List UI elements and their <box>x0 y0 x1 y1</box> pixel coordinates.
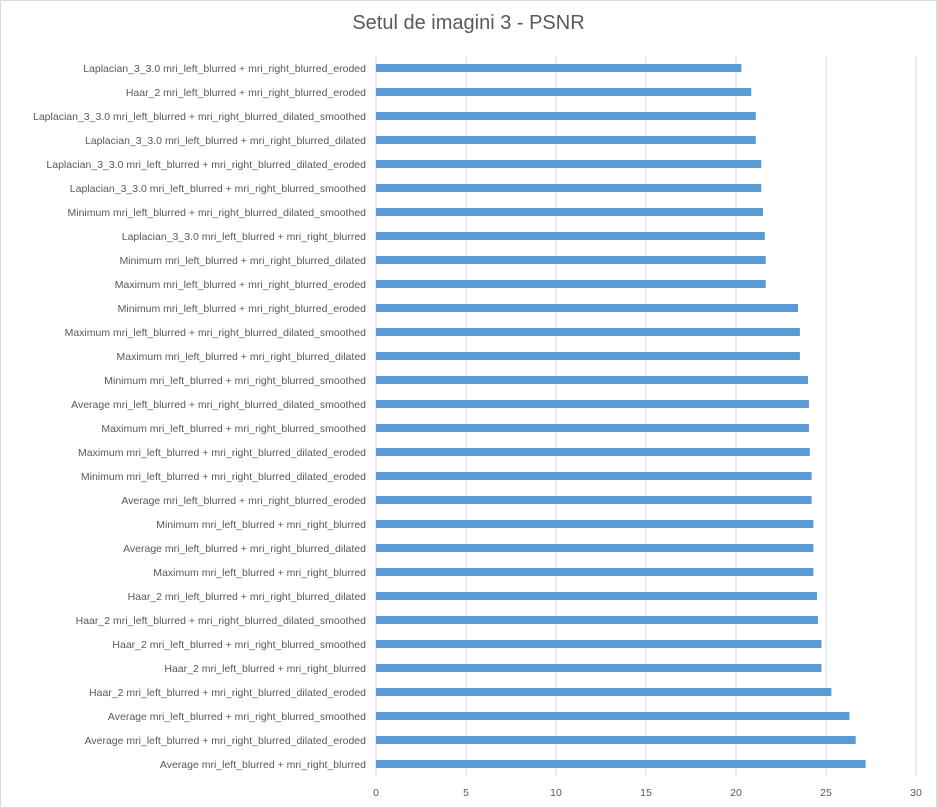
bar <box>376 256 766 264</box>
bar <box>376 208 763 216</box>
category-label: Average mri_left_blurred + mri_right_blu… <box>85 735 367 747</box>
category-label: Laplacian_3_3.0 mri_left_blurred + mri_r… <box>83 63 366 75</box>
bar <box>376 448 810 456</box>
x-tick-label: 30 <box>910 787 922 799</box>
category-label: Haar_2 mri_left_blurred + mri_right_blur… <box>76 615 367 627</box>
category-label: Laplacian_3_3.0 mri_left_blurred + mri_r… <box>70 183 366 195</box>
bar <box>376 616 818 624</box>
category-label: Maximum mri_left_blurred + mri_right_blu… <box>78 447 366 459</box>
category-label: Haar_2 mri_left_blurred + mri_right_blur… <box>89 687 366 699</box>
bar <box>376 640 822 648</box>
bar <box>376 376 808 384</box>
category-label: Haar_2 mri_left_blurred + mri_right_blur… <box>164 663 366 675</box>
bar <box>376 712 850 720</box>
category-label: Laplacian_3_3.0 mri_left_blurred + mri_r… <box>85 135 366 147</box>
category-label: Haar_2 mri_left_blurred + mri_right_blur… <box>112 639 366 651</box>
bar <box>376 112 756 120</box>
bars <box>376 64 866 768</box>
bar <box>376 592 817 600</box>
category-label: Minimum mri_left_blurred + mri_right_blu… <box>156 519 366 531</box>
category-label: Average mri_left_blurred + mri_right_blu… <box>71 399 366 411</box>
x-tick-label: 5 <box>463 787 469 799</box>
bar <box>376 496 812 504</box>
category-label: Haar_2 mri_left_blurred + mri_right_blur… <box>128 591 367 603</box>
gridlines <box>375 56 917 776</box>
category-label: Maximum mri_left_blurred + mri_right_blu… <box>65 327 367 339</box>
bar <box>376 88 752 96</box>
bar <box>376 688 832 696</box>
category-label: Average mri_left_blurred + mri_right_blu… <box>121 495 366 507</box>
bar <box>376 568 814 576</box>
bar <box>376 232 765 240</box>
bar <box>376 760 866 768</box>
category-label: Haar_2 mri_left_blurred + mri_right_blur… <box>126 87 366 99</box>
x-tick-label: 25 <box>820 787 832 799</box>
x-tick-label: 15 <box>640 787 652 799</box>
bar <box>376 736 856 744</box>
category-label: Maximum mri_left_blurred + mri_right_blu… <box>117 351 367 363</box>
category-label: Average mri_left_blurred + mri_right_blu… <box>108 711 366 723</box>
bar <box>376 352 800 360</box>
category-label: Minimum mri_left_blurred + mri_right_blu… <box>104 375 366 387</box>
x-tick-labels: 0 5 10 15 20 25 30 <box>373 787 922 799</box>
bar <box>376 136 756 144</box>
category-label: Laplacian_3_3.0 mri_left_blurred + mri_r… <box>33 111 366 123</box>
bar <box>376 304 799 312</box>
x-tick-label: 10 <box>550 787 562 799</box>
category-label: Laplacian_3_3.0 mri_left_blurred + mri_r… <box>122 231 366 243</box>
category-label: Minimum mri_left_blurred + mri_right_blu… <box>67 207 366 219</box>
bar <box>376 424 809 432</box>
category-label: Minimum mri_left_blurred + mri_right_blu… <box>118 303 366 315</box>
bar <box>376 520 814 528</box>
bar <box>376 280 766 288</box>
category-label: Maximum mri_left_blurred + mri_right_blu… <box>101 423 366 435</box>
bar <box>376 328 800 336</box>
category-label: Minimum mri_left_blurred + mri_right_blu… <box>119 255 366 267</box>
bar <box>376 472 812 480</box>
bar <box>376 664 822 672</box>
bar <box>376 544 814 552</box>
bar <box>376 184 762 192</box>
category-label: Maximum mri_left_blurred + mri_right_blu… <box>115 279 366 291</box>
category-label: Average mri_left_blurred + mri_right_blu… <box>123 543 366 555</box>
category-label: Maximum mri_left_blurred + mri_right_blu… <box>153 567 366 579</box>
category-labels: Laplacian_3_3.0 mri_left_blurred + mri_r… <box>33 63 366 771</box>
bar <box>376 64 742 72</box>
chart-title: Setul de imagini 3 - PSNR <box>352 12 585 34</box>
bar <box>376 400 809 408</box>
bar <box>376 160 762 168</box>
category-label: Minimum mri_left_blurred + mri_right_blu… <box>81 471 366 483</box>
x-tick-label: 0 <box>373 787 379 799</box>
category-label: Average mri_left_blurred + mri_right_blu… <box>160 759 366 771</box>
category-label: Laplacian_3_3.0 mri_left_blurred + mri_r… <box>46 159 366 171</box>
x-tick-label: 20 <box>730 787 742 799</box>
